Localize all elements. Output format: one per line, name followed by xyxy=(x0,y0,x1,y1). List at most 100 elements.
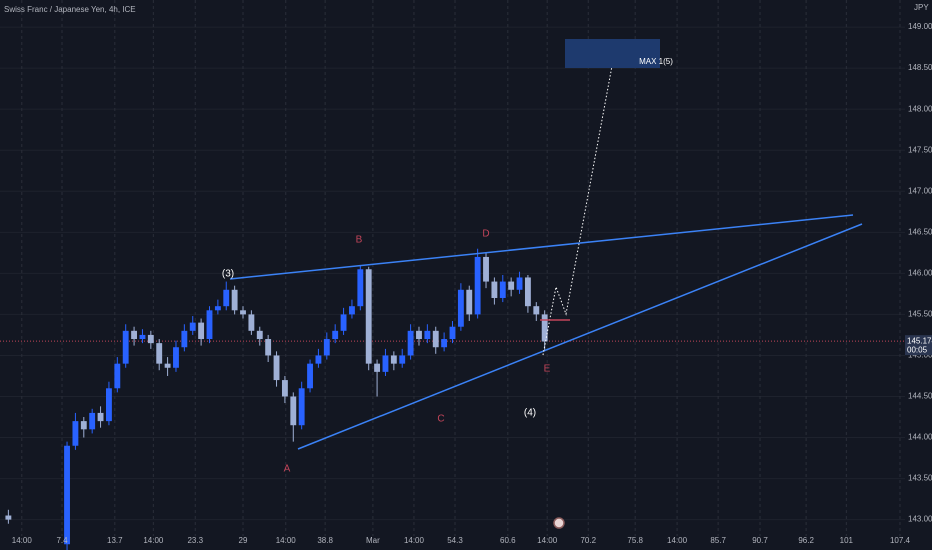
x-tick-label: 70.2 xyxy=(580,536,596,545)
candle-body xyxy=(281,380,288,397)
candle-body xyxy=(474,256,481,315)
y-tick-label: 149.000 xyxy=(908,22,932,31)
target-label: MAX 1(5) xyxy=(639,57,673,66)
last-price-label: 145.174 xyxy=(907,336,932,345)
x-tick-label: 60.6 xyxy=(500,536,516,545)
candle-body xyxy=(424,330,431,340)
wave-label: (4) xyxy=(524,408,536,419)
candle-body xyxy=(64,445,70,545)
x-tick-label: 85.7 xyxy=(710,536,726,545)
countdown: 00:05 xyxy=(907,345,928,354)
candle-body xyxy=(97,412,104,422)
candle-body xyxy=(181,330,188,348)
candle-body xyxy=(198,322,205,340)
candle-body xyxy=(248,314,255,331)
candle-body xyxy=(499,281,506,298)
candle-body xyxy=(374,363,381,372)
candle-body xyxy=(357,269,364,307)
x-tick-label: 14:00 xyxy=(537,536,558,545)
candle-body xyxy=(307,363,313,389)
x-tick-label: 23.3 xyxy=(187,536,203,545)
event-icon[interactable] xyxy=(553,517,565,529)
lower-trendline xyxy=(297,223,863,450)
candle-body xyxy=(5,515,12,520)
candle-body xyxy=(332,330,339,340)
candle-body xyxy=(206,310,213,340)
candle-body xyxy=(340,314,347,331)
candle-body xyxy=(483,256,489,282)
x-tick-label: 13.7 xyxy=(107,536,123,545)
y-tick-label: 148.000 xyxy=(908,104,932,113)
candle-body xyxy=(131,330,138,340)
candle-body xyxy=(390,355,397,364)
x-tick-label: 14:00 xyxy=(276,536,297,545)
target-box xyxy=(565,39,660,68)
candle-body xyxy=(290,396,297,426)
candle-body xyxy=(315,355,322,364)
x-tick-label: 38.8 xyxy=(317,536,333,545)
candle-body xyxy=(173,347,179,368)
upper-trendline xyxy=(229,214,854,280)
candle-body xyxy=(432,330,439,348)
x-tick-label: 101 xyxy=(840,536,854,545)
wave-label: B xyxy=(356,235,363,246)
candle-body xyxy=(349,306,355,315)
x-tick-label: 90.7 xyxy=(752,536,768,545)
y-tick-label: 148.500 xyxy=(908,63,932,72)
x-tick-label: 14:00 xyxy=(404,536,425,545)
x-tick-label: 14:00 xyxy=(143,536,164,545)
candle-body xyxy=(449,326,456,340)
candle-body xyxy=(524,277,531,307)
candle-body xyxy=(441,339,448,348)
x-tick-label: 107.4 xyxy=(890,536,911,545)
candle-body xyxy=(89,412,96,430)
candle-body xyxy=(541,314,548,342)
candle-body xyxy=(399,355,406,364)
candle-body xyxy=(189,322,196,331)
candle-body xyxy=(106,388,112,422)
candle-body xyxy=(382,355,389,372)
y-tick-label: 146.500 xyxy=(908,227,932,236)
wave-label: E xyxy=(544,364,551,375)
y-tick-label: 147.000 xyxy=(908,186,932,195)
candle-body xyxy=(240,310,246,315)
candle-body xyxy=(298,388,305,426)
candle-body xyxy=(491,281,498,298)
candle-body xyxy=(80,421,87,430)
candle-body xyxy=(533,306,540,315)
y-tick-label: 144.000 xyxy=(908,433,932,442)
wave-label: C xyxy=(437,414,444,425)
candle-body xyxy=(223,289,230,307)
candle-body xyxy=(256,330,263,340)
wave-label: A xyxy=(284,464,291,475)
projection-path xyxy=(542,65,613,356)
wave-label: D xyxy=(482,229,489,240)
y-tick-label: 145.500 xyxy=(908,310,932,319)
candle-body xyxy=(508,281,515,290)
x-tick-label: 7.4 xyxy=(56,536,68,545)
candle-body xyxy=(214,306,221,311)
price-axis xyxy=(905,0,932,550)
candle-body xyxy=(147,334,154,344)
candle-body xyxy=(265,339,272,356)
wave-label: (3) xyxy=(222,269,234,280)
candle-body xyxy=(114,363,121,389)
x-tick-label: Mar xyxy=(366,536,380,545)
symbol-title: Swiss Franc / Japanese Yen, 4h, ICE xyxy=(4,5,136,14)
candle-body xyxy=(407,330,414,356)
y-tick-label: 144.500 xyxy=(908,392,932,401)
grid xyxy=(0,0,905,536)
candle-body xyxy=(466,289,473,315)
candle-body xyxy=(139,334,146,340)
candle-body xyxy=(72,421,79,446)
x-tick-label: 96.2 xyxy=(798,536,814,545)
candle-body xyxy=(164,363,171,368)
candle-body xyxy=(122,330,129,364)
y-tick-label: 143.000 xyxy=(908,515,932,524)
y-tick-label: 147.500 xyxy=(908,145,932,154)
x-tick-label: 54.3 xyxy=(447,536,463,545)
x-tick-label: 75.8 xyxy=(627,536,643,545)
candle-body xyxy=(457,289,464,327)
candle-body xyxy=(323,339,330,356)
